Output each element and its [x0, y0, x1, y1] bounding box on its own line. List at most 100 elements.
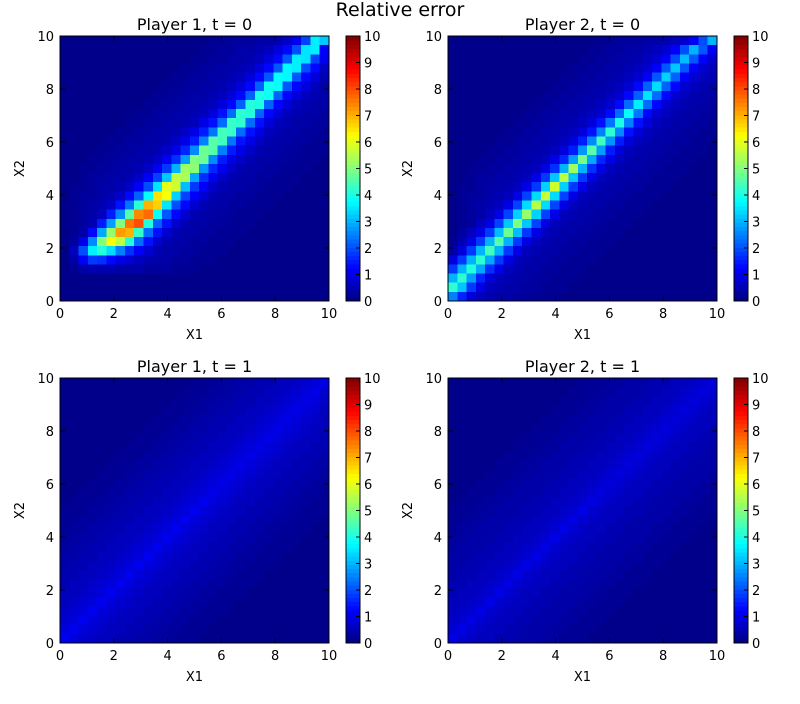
- heatmap-cell: [69, 173, 79, 183]
- heatmap-cell: [106, 552, 116, 562]
- heatmap-cell: [255, 625, 265, 635]
- heatmap-cell: [208, 191, 218, 201]
- colorbar-tick-label: 3: [752, 216, 760, 231]
- heatmap-cell: [448, 54, 458, 64]
- heatmap-cell: [88, 488, 98, 498]
- heatmap-cell: [236, 292, 246, 302]
- heatmap-cell: [634, 460, 644, 470]
- heatmap-cell: [476, 127, 486, 137]
- heatmap-cell: [162, 210, 172, 220]
- heatmap-cell: [273, 210, 283, 220]
- heatmap-cell: [79, 515, 89, 525]
- heatmap-cell: [606, 442, 616, 452]
- heatmap-cell: [606, 469, 616, 479]
- heatmap-cell: [264, 54, 274, 64]
- heatmap-cell: [606, 570, 616, 580]
- heatmap-cell: [531, 570, 541, 580]
- heatmap-cell: [708, 488, 718, 498]
- heatmap-cell: [264, 146, 274, 156]
- heatmap-cell: [569, 109, 579, 119]
- heatmap-cell: [320, 451, 330, 461]
- heatmap-cell: [283, 433, 293, 443]
- heatmap-cell: [559, 542, 569, 552]
- colorbar-step: [734, 193, 748, 198]
- heatmap-cell: [116, 579, 126, 589]
- heatmap-cell: [643, 292, 653, 302]
- heatmap-cell: [273, 82, 283, 92]
- heatmap-cell: [494, 100, 504, 110]
- heatmap-cell: [661, 164, 671, 174]
- heatmap-cell: [634, 191, 644, 201]
- heatmap-cell: [181, 127, 191, 137]
- colorbar-step: [734, 86, 748, 91]
- heatmap-cell: [181, 283, 191, 293]
- colorbar-step: [734, 226, 748, 231]
- heatmap-cell: [69, 616, 79, 626]
- heatmap-cell: [504, 634, 514, 644]
- heatmap-cell: [88, 469, 98, 479]
- heatmap-cell: [698, 54, 708, 64]
- colorbar-step: [734, 602, 748, 607]
- heatmap-cell: [292, 200, 302, 210]
- heatmap-cell: [643, 405, 653, 415]
- heatmap-cell: [606, 552, 616, 562]
- heatmap-cell: [587, 597, 597, 607]
- heatmap-cell: [134, 82, 144, 92]
- heatmap-cell: [125, 469, 135, 479]
- heatmap-cell: [522, 292, 532, 302]
- heatmap-cell: [448, 579, 458, 589]
- heatmap-cell: [476, 506, 486, 516]
- heatmap-cell: [227, 127, 237, 137]
- heatmap-cell: [283, 237, 293, 247]
- heatmap-cell: [125, 36, 135, 46]
- heatmap-cell: [106, 292, 116, 302]
- heatmap-cell: [559, 488, 569, 498]
- colorbar-step: [734, 268, 748, 273]
- heatmap-cell: [79, 283, 89, 293]
- colorbar-step: [346, 255, 360, 260]
- heatmap-cell: [218, 606, 228, 616]
- heatmap-cell: [236, 460, 246, 470]
- heatmap-cell: [698, 415, 708, 425]
- heatmap-cell: [227, 292, 237, 302]
- heatmap-cell: [457, 219, 467, 229]
- heatmap-cell: [671, 378, 681, 388]
- heatmap-cell: [661, 100, 671, 110]
- heatmap-cell: [550, 91, 560, 101]
- heatmap-cell: [522, 54, 532, 64]
- heatmap-cell: [485, 73, 495, 83]
- heatmap-cell: [698, 182, 708, 192]
- heatmap-cell: [661, 146, 671, 156]
- heatmap-cell: [587, 533, 597, 543]
- heatmap-cell: [708, 479, 718, 489]
- heatmap-cell: [97, 460, 107, 470]
- heatmap-cell: [671, 109, 681, 119]
- heatmap-cell: [246, 460, 256, 470]
- heatmap-cell: [522, 561, 532, 571]
- heatmap-cell: [457, 264, 467, 274]
- heatmap-cell: [106, 579, 116, 589]
- heatmap-cell: [79, 570, 89, 580]
- heatmap-cell: [624, 405, 634, 415]
- heatmap-cell: [171, 597, 181, 607]
- heatmap-cell: [689, 469, 699, 479]
- heatmap-cell: [671, 182, 681, 192]
- heatmap-cell: [615, 442, 625, 452]
- heatmap-cell: [116, 146, 126, 156]
- heatmap-cell: [236, 588, 246, 598]
- heatmap-cell: [708, 542, 718, 552]
- x-tick-label: 6: [605, 649, 613, 664]
- heatmap-cell: [143, 109, 153, 119]
- heatmap-cell: [643, 100, 653, 110]
- heatmap-cell: [513, 616, 523, 626]
- heatmap-cell: [531, 146, 541, 156]
- heatmap-cell: [550, 164, 560, 174]
- heatmap-cell: [559, 191, 569, 201]
- y-tick-label: 0: [434, 637, 442, 652]
- heatmap-cell: [457, 515, 467, 525]
- heatmap-cell: [320, 200, 330, 210]
- heatmap-cell: [255, 570, 265, 580]
- heatmap-cell: [143, 542, 153, 552]
- heatmap-cell: [485, 506, 495, 516]
- heatmap-cell: [292, 497, 302, 507]
